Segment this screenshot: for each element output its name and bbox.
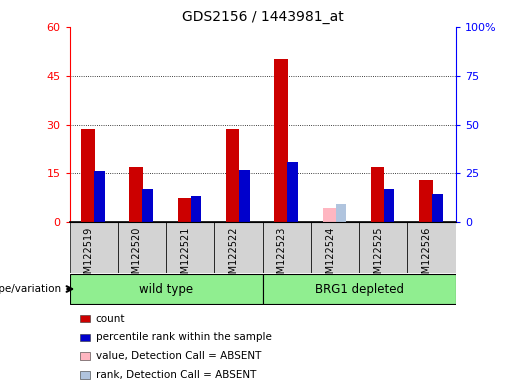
Bar <box>384 189 394 222</box>
Text: GSM122519: GSM122519 <box>83 227 94 286</box>
Bar <box>79 371 90 379</box>
Bar <box>214 222 263 273</box>
Bar <box>118 222 166 273</box>
Bar <box>311 222 359 273</box>
Bar <box>274 60 288 222</box>
Bar <box>263 274 456 305</box>
Bar <box>371 167 384 222</box>
Text: GSM122522: GSM122522 <box>229 227 238 286</box>
Bar <box>359 222 407 273</box>
Bar <box>143 189 153 222</box>
Bar <box>191 196 201 222</box>
Text: GSM122521: GSM122521 <box>180 227 190 286</box>
Bar <box>94 172 105 222</box>
Bar <box>79 334 90 341</box>
Bar <box>70 274 263 305</box>
Title: GDS2156 / 1443981_at: GDS2156 / 1443981_at <box>182 10 344 25</box>
Bar <box>432 194 443 222</box>
Bar <box>263 222 311 273</box>
Bar <box>419 180 433 222</box>
Text: GSM122520: GSM122520 <box>132 227 142 286</box>
Bar <box>166 222 214 273</box>
Text: GSM122523: GSM122523 <box>277 227 287 286</box>
Text: value, Detection Call = ABSENT: value, Detection Call = ABSENT <box>96 351 261 361</box>
Bar <box>79 353 90 360</box>
Bar <box>287 162 298 222</box>
Bar <box>226 129 239 222</box>
Bar <box>79 315 90 322</box>
Bar <box>407 222 456 273</box>
Bar <box>129 167 143 222</box>
Text: wild type: wild type <box>139 283 193 296</box>
Text: count: count <box>96 313 125 324</box>
Bar <box>322 208 336 222</box>
Text: GSM122524: GSM122524 <box>325 227 335 286</box>
Text: GSM122526: GSM122526 <box>422 227 432 286</box>
Text: rank, Detection Call = ABSENT: rank, Detection Call = ABSENT <box>96 370 256 380</box>
Text: BRG1 depleted: BRG1 depleted <box>315 283 404 296</box>
Bar <box>336 204 346 222</box>
Bar <box>178 198 191 222</box>
Bar <box>81 129 95 222</box>
Text: percentile rank within the sample: percentile rank within the sample <box>96 332 272 342</box>
Bar <box>70 222 118 273</box>
Bar <box>239 170 250 222</box>
Text: genotype/variation: genotype/variation <box>0 284 62 294</box>
Text: GSM122525: GSM122525 <box>373 227 383 286</box>
